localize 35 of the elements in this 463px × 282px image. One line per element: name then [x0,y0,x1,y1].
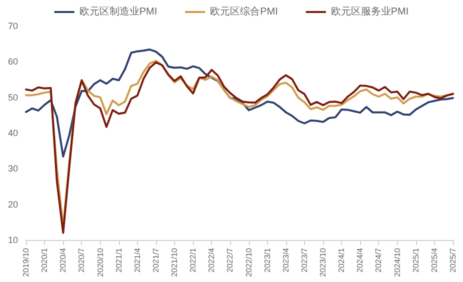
x-tick-label: 2023/10 [318,247,328,277]
y-tick-label: 10 [8,235,18,245]
x-tick-label: 2023/7 [300,247,309,272]
legend-label: 欧元区制造业PMI [79,6,158,18]
line-series [25,48,454,158]
x-tick-label: 2022/10 [244,247,254,277]
legend-label: 欧元区服务业PMI [330,6,409,18]
y-tick-label: 30 [8,164,18,174]
x-tick-label: 2025/4 [430,247,439,272]
x-tick-label: 2021/1 [114,247,124,272]
x-tick-label: 2021/7 [151,247,160,272]
x-tick-label: 2022/4 [207,247,216,272]
x-tick-label: 2024/1 [337,247,346,272]
y-tick-label: 60 [8,56,18,67]
x-tick-label: 2021/10 [170,247,180,277]
x-tick-label: 2024/7 [374,247,384,272]
x-tick-label: 2024/10 [392,247,402,277]
x-tick-label: 2023/1 [262,247,272,272]
x-tick-label: 2023/4 [281,247,290,272]
x-tick-label: 2019/10 [22,247,30,277]
y-tick-label: 50 [8,92,18,102]
x-tick-label: 2025/7 [448,247,458,272]
x-tick-label: 2022/7 [226,247,235,272]
x-tick-label: 2020/4 [58,247,68,272]
x-tick-label: 2020/7 [77,247,86,272]
y-tick-label: 70 [8,21,18,31]
x-tick-label: 2021/4 [132,247,142,272]
x-tick-label: 2024/4 [356,247,365,272]
x-tick-label: 2020/1 [40,247,50,272]
x-tick-label: 2020/10 [96,247,105,277]
x-tick-label: 2022/1 [188,247,198,272]
y-tick-label: 40 [8,128,18,138]
legend-label: 欧元区综合PMI [210,6,278,18]
x-tick-label: 2025/1 [411,247,420,272]
y-tick-label: 20 [8,199,18,210]
